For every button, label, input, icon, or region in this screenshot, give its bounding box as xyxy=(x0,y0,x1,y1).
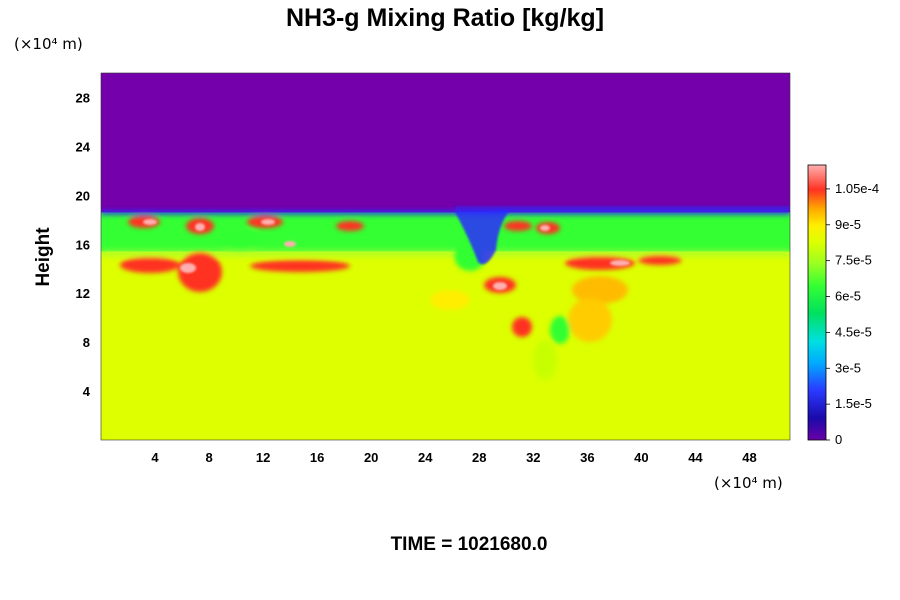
field-peak xyxy=(493,282,507,290)
x-tick-label: 44 xyxy=(688,450,703,465)
field-blob xyxy=(565,256,635,270)
field-blob xyxy=(120,257,180,273)
field-region-transition-band xyxy=(101,212,790,252)
x-tick-label: 28 xyxy=(472,450,486,465)
colorbar-tick-label: 6e-5 xyxy=(835,289,861,304)
x-tick-label: 32 xyxy=(526,450,540,465)
x-tick-label: 4 xyxy=(151,450,159,465)
field-peak xyxy=(143,219,157,225)
field-blob xyxy=(178,252,222,292)
y-tick-label: 8 xyxy=(83,335,90,350)
field-peak xyxy=(610,260,630,266)
field-peak xyxy=(284,241,296,247)
time-label: TIME = 1021680.0 xyxy=(391,534,548,555)
plot-frame xyxy=(100,72,791,441)
field-blob xyxy=(336,221,364,231)
y-tick-label: 4 xyxy=(83,384,91,399)
y-tick-label: 12 xyxy=(76,286,90,301)
field-peak xyxy=(540,225,550,231)
field-peak xyxy=(261,219,275,225)
field-peak xyxy=(195,223,205,231)
field-plume-shape xyxy=(455,210,510,265)
x-tick-label: 20 xyxy=(364,450,378,465)
field-blob xyxy=(250,260,350,272)
colorbar-tick-label: 3e-5 xyxy=(835,360,861,375)
field-plume-edge xyxy=(455,206,790,212)
colorbar-tick-label: 7.5e-5 xyxy=(835,253,872,268)
colorbar-tick-label: 1.05e-4 xyxy=(835,181,879,196)
chart-title: NH3-g Mixing Ratio [kg/kg] xyxy=(286,4,604,32)
x-tick-label: 12 xyxy=(256,450,270,465)
field-peak xyxy=(180,263,196,273)
x-axis-unit: (×10⁴ m) xyxy=(714,474,783,492)
colorbar-tick-label: 9e-5 xyxy=(835,217,861,232)
x-tick-label: 16 xyxy=(310,450,324,465)
boundary-edge xyxy=(101,210,790,216)
y-tick-label: 20 xyxy=(76,188,90,203)
y-axis-unit: (×10⁴ m) xyxy=(14,35,83,53)
field-blob xyxy=(533,340,557,380)
colorbar-tick-label: 0 xyxy=(835,432,842,447)
field-texture xyxy=(101,210,790,380)
field-blob xyxy=(218,230,262,250)
field-blob xyxy=(504,221,532,231)
y-tick-label: 28 xyxy=(76,90,90,105)
y-axis-ticks: 4 8 12 16 20 24 28 xyxy=(76,90,91,399)
field-blob xyxy=(568,298,612,342)
field-region-upper-layer xyxy=(101,73,790,213)
colorbar-labels: 0 1.5e-5 3e-5 4.5e-5 6e-5 7.5e-5 9e-5 1.05e-4 xyxy=(826,181,879,447)
field-blob xyxy=(430,290,470,310)
colorbar-tick-label: 1.5e-5 xyxy=(835,396,872,411)
x-tick-label: 24 xyxy=(418,450,433,465)
field-blob xyxy=(572,276,628,304)
plot-area xyxy=(101,73,790,440)
x-tick-label: 40 xyxy=(634,450,648,465)
y-axis-label: Height xyxy=(33,227,54,287)
x-tick-label: 36 xyxy=(580,450,594,465)
field-blob xyxy=(638,255,682,265)
x-tick-label: 8 xyxy=(205,450,212,465)
colorbar-tick-label: 4.5e-5 xyxy=(835,324,872,339)
x-tick-label: 48 xyxy=(742,450,756,465)
colorbar: 0 1.5e-5 3e-5 4.5e-5 6e-5 7.5e-5 9e-5 1.05e-4 xyxy=(807,164,879,447)
x-axis-ticks: 4 8 12 16 20 24 28 32 36 40 44 48 xyxy=(151,450,756,465)
band-lower-edge xyxy=(101,249,790,258)
field-blob xyxy=(550,316,570,344)
y-tick-label: 16 xyxy=(76,237,90,252)
field-plume xyxy=(455,206,790,265)
field-peaks xyxy=(143,219,630,290)
field-blob xyxy=(512,317,532,337)
colorbar-scale xyxy=(807,164,827,441)
y-tick-label: 24 xyxy=(76,139,91,154)
